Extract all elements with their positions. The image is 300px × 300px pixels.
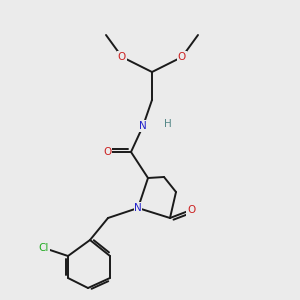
Text: O: O <box>187 205 195 215</box>
Text: H: H <box>164 119 172 129</box>
Text: O: O <box>178 52 186 62</box>
Text: Cl: Cl <box>39 243 49 253</box>
Text: O: O <box>118 52 126 62</box>
Text: N: N <box>134 203 142 213</box>
Text: O: O <box>103 147 111 157</box>
Text: N: N <box>139 121 147 131</box>
